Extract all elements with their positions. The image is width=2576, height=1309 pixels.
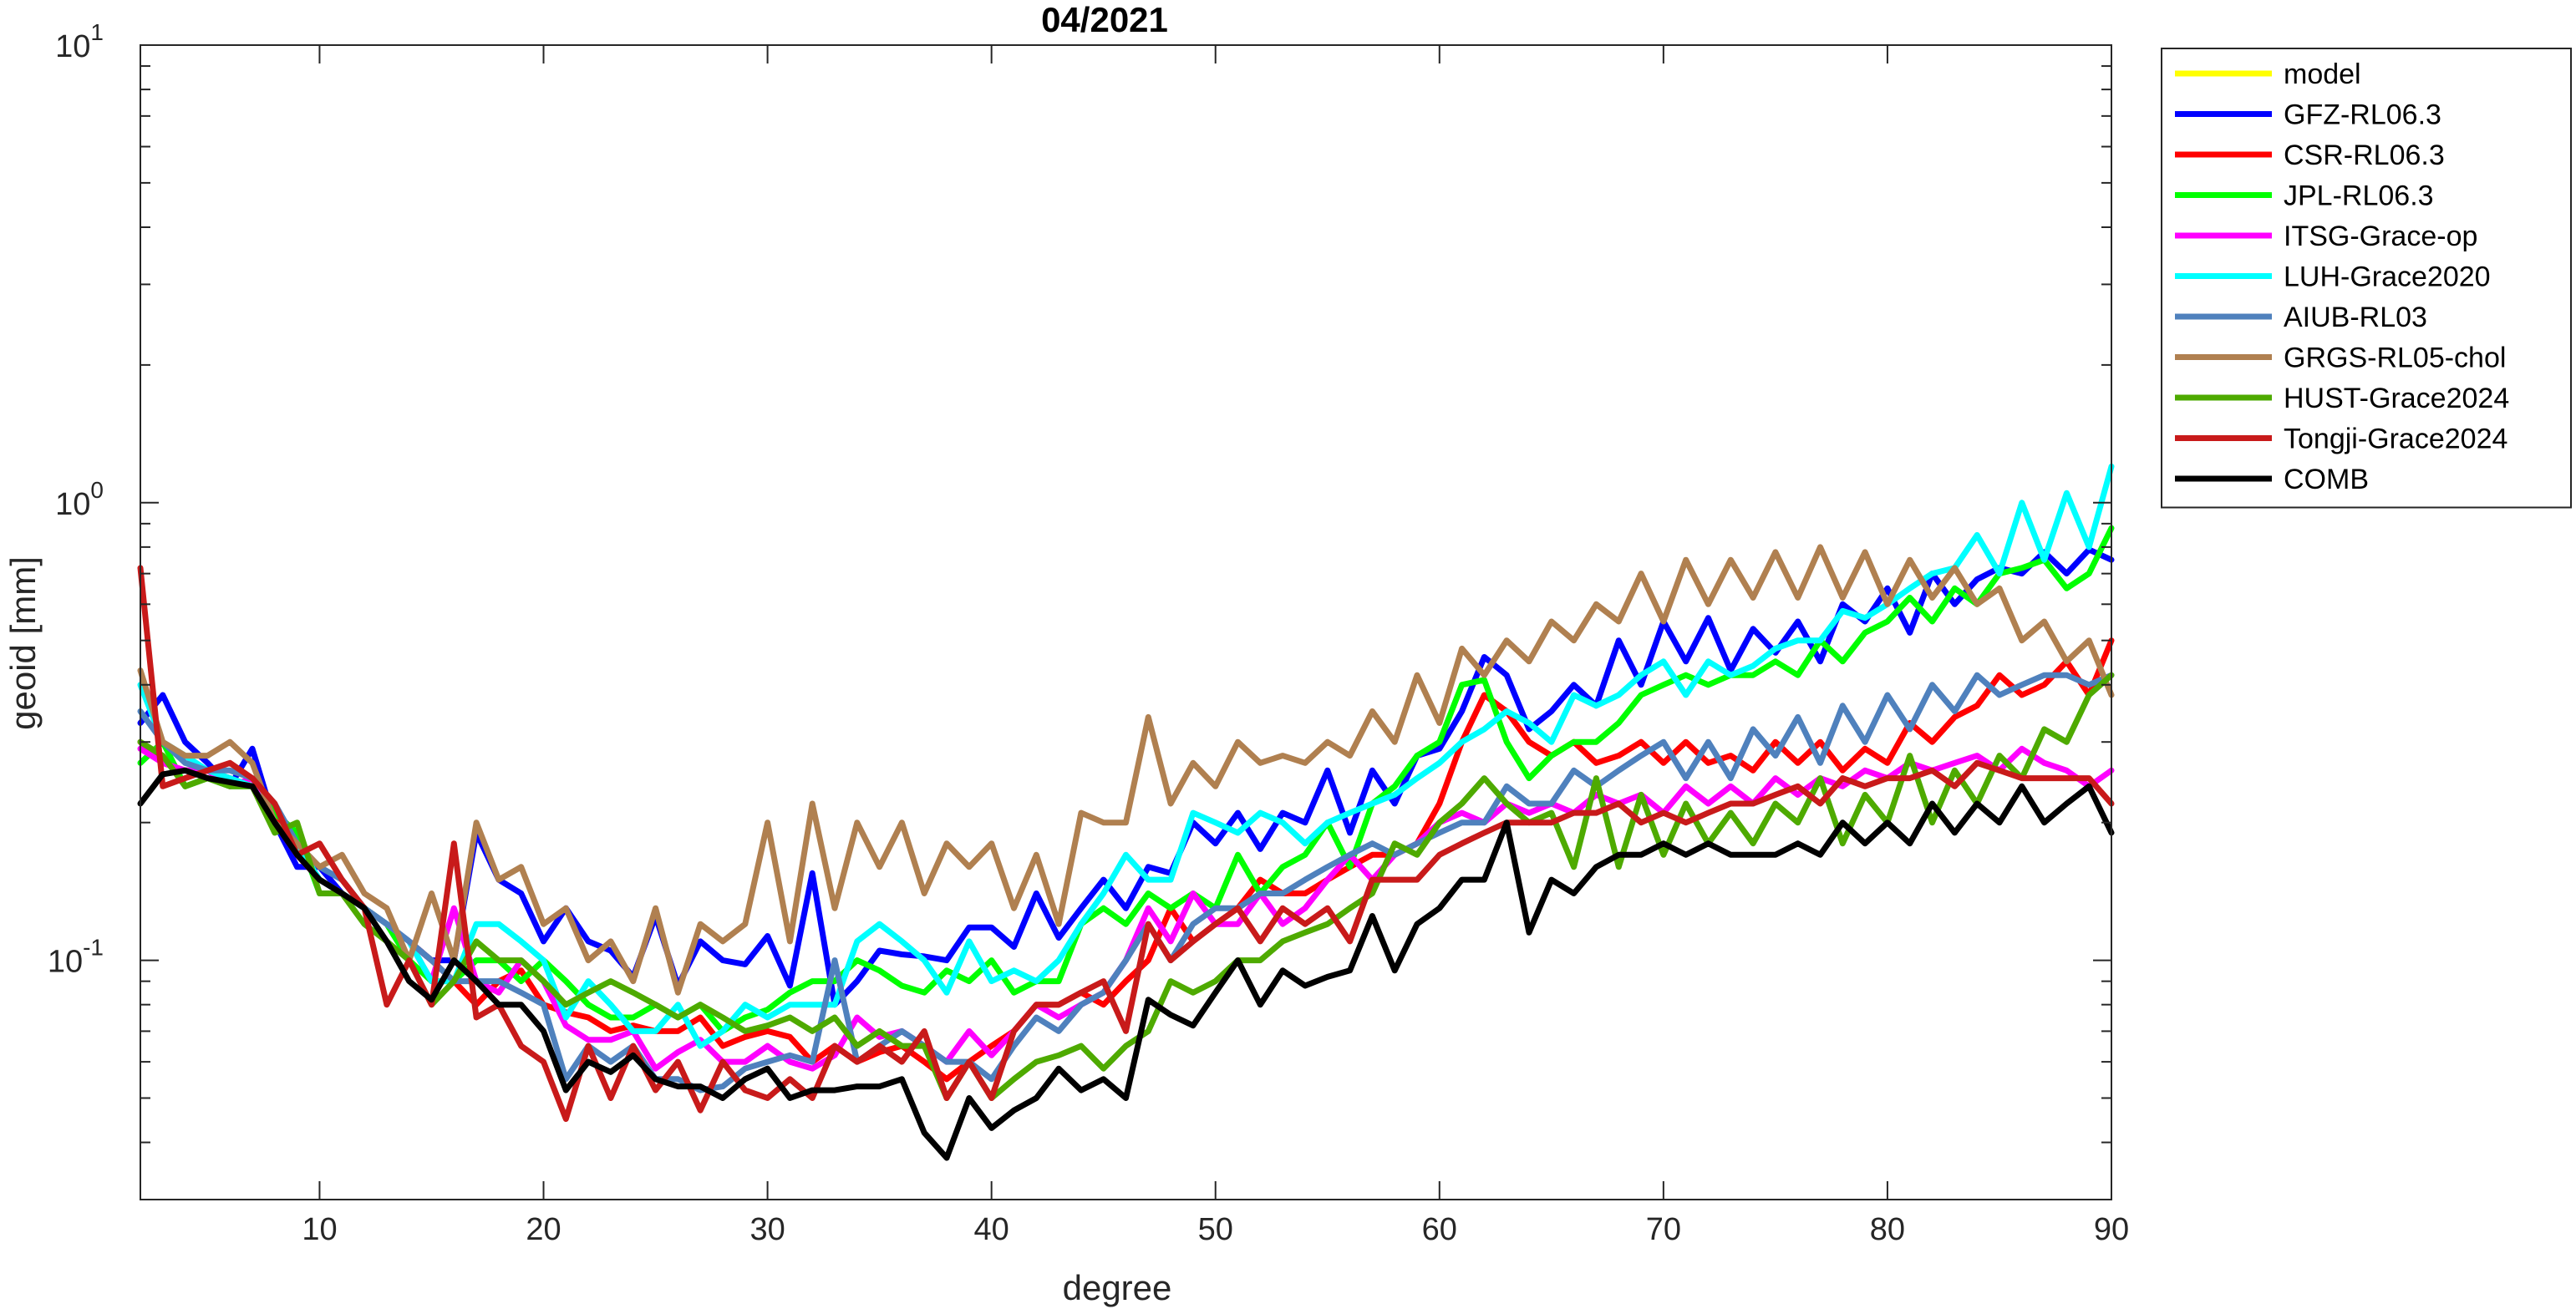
y-axis-title: geoid [mm]	[3, 556, 43, 730]
x-tick-label: 60	[1422, 1212, 1457, 1247]
legend-label-6: AIUB-RL03	[2284, 302, 2427, 333]
legend: model GFZ-RL06.3 CSR-RL06.3 JPL-RL06.3 ITSG-…	[2161, 48, 2572, 509]
legend-label-10: COMB	[2284, 464, 2369, 495]
legend-label-7: GRGS-RL05-chol	[2284, 342, 2506, 374]
y-tick-label: 101	[55, 19, 104, 64]
x-tick-label: 50	[1198, 1212, 1233, 1247]
legend-label-4: ITSG-Grace-op	[2284, 221, 2477, 252]
x-tick-label: 10	[302, 1212, 337, 1247]
series-line-9	[137, 565, 2115, 1122]
series-layer	[137, 463, 2115, 1161]
x-axis-title: degree	[1063, 1268, 1172, 1307]
x-tick-label: 90	[2094, 1212, 2129, 1247]
plot-background	[140, 45, 2111, 1200]
series-line-2	[137, 637, 2115, 1083]
legend-label-2: CSR-RL06.3	[2284, 140, 2445, 171]
y-tick-exponent: 0	[90, 477, 104, 503]
series-line-10	[137, 767, 2115, 1161]
legend-label-0: model	[2284, 58, 2361, 90]
series-line-7	[137, 544, 2115, 996]
axes-box	[140, 44, 2112, 1200]
x-tick-label: 80	[1870, 1212, 1905, 1247]
x-tick-label: 70	[1646, 1212, 1681, 1247]
y-tick-label: 100	[55, 477, 104, 522]
legend-label-3: JPL-RL06.3	[2284, 180, 2434, 212]
plot-area	[140, 45, 2111, 1200]
legend-label-1: GFZ-RL06.3	[2284, 99, 2441, 131]
legend-label-8: HUST-Grace2024	[2284, 383, 2509, 414]
legend-label-9: Tongji-Grace2024	[2284, 424, 2507, 455]
y-tick-exponent: 1	[90, 19, 104, 45]
legend-label-5: LUH-Grace2020	[2284, 261, 2491, 293]
chart-title: 04/2021	[1041, 0, 1168, 39]
x-tick-label: 40	[974, 1212, 1009, 1247]
x-tick-label: 30	[749, 1212, 785, 1247]
x-tick-label: 20	[526, 1212, 561, 1247]
y-tick-label: 10-1	[48, 935, 104, 980]
y-tick-exponent: -1	[83, 935, 104, 961]
